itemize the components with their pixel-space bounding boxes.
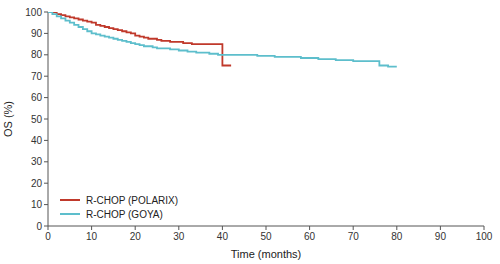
legend: R-CHOP (POLARIX) R-CHOP (GOYA) bbox=[60, 195, 178, 220]
x-tick-label: 10 bbox=[86, 231, 98, 242]
y-tick bbox=[44, 76, 48, 77]
x-tick-label: 60 bbox=[304, 231, 316, 242]
y-tick-label: 30 bbox=[31, 156, 43, 167]
x-tick bbox=[484, 226, 485, 230]
y-axis-label: OS (%) bbox=[2, 101, 14, 137]
y-tick bbox=[44, 161, 48, 162]
x-tick-label: 50 bbox=[260, 231, 272, 242]
x-tick-label: 90 bbox=[435, 231, 447, 242]
y-tick-label: 0 bbox=[36, 221, 42, 232]
y-tick bbox=[44, 140, 48, 141]
axes: 0 10 20 30 40 50 60 70 80 90 100 0 10 20 30 40 50 60 70 80 9… bbox=[25, 7, 492, 243]
x-tick-label: 80 bbox=[391, 231, 403, 242]
x-tick-label: 70 bbox=[348, 231, 360, 242]
y-tick-label: 50 bbox=[31, 114, 43, 125]
y-tick-label: 80 bbox=[31, 49, 43, 60]
series-line bbox=[48, 12, 231, 66]
x-tick bbox=[440, 226, 441, 230]
x-tick bbox=[222, 226, 223, 230]
y-tick bbox=[44, 226, 48, 227]
x-tick-label: 0 bbox=[45, 231, 51, 242]
chart: 0 10 20 30 40 50 60 70 80 90 100 0 10 20 30 40 50 60 70 80 9… bbox=[0, 0, 500, 264]
x-tick bbox=[353, 226, 354, 230]
y-tick-label: 60 bbox=[31, 92, 43, 103]
x-tick bbox=[91, 226, 92, 230]
x-tick bbox=[309, 226, 310, 230]
x-tick bbox=[48, 226, 49, 230]
y-tick bbox=[44, 183, 48, 184]
legend-label: R-CHOP (GOYA) bbox=[86, 209, 163, 220]
y-tick bbox=[44, 33, 48, 34]
x-tick-label: 20 bbox=[130, 231, 142, 242]
y-tick-label: 10 bbox=[31, 199, 43, 210]
legend-label: R-CHOP (POLARIX) bbox=[86, 195, 178, 206]
x-tick bbox=[178, 226, 179, 230]
x-axis-label: Time (months) bbox=[231, 248, 302, 260]
y-tick-label: 100 bbox=[25, 7, 42, 18]
y-tick-label: 70 bbox=[31, 71, 43, 82]
x-tick-label: 40 bbox=[217, 231, 229, 242]
x-tick bbox=[266, 226, 267, 230]
y-tick bbox=[44, 97, 48, 98]
y-tick-label: 20 bbox=[31, 178, 43, 189]
y-tick bbox=[44, 12, 48, 13]
x-tick bbox=[396, 226, 397, 230]
legend-swatch bbox=[60, 199, 80, 201]
x-tick bbox=[135, 226, 136, 230]
legend-swatch bbox=[60, 213, 80, 215]
series-group bbox=[48, 12, 397, 67]
x-tick-label: 30 bbox=[173, 231, 185, 242]
y-tick bbox=[44, 119, 48, 120]
x-tick-label: 100 bbox=[476, 231, 493, 242]
series-line bbox=[48, 12, 397, 67]
y-tick bbox=[44, 54, 48, 55]
y-tick bbox=[44, 204, 48, 205]
y-tick-label: 90 bbox=[31, 28, 43, 39]
y-tick-label: 40 bbox=[31, 135, 43, 146]
